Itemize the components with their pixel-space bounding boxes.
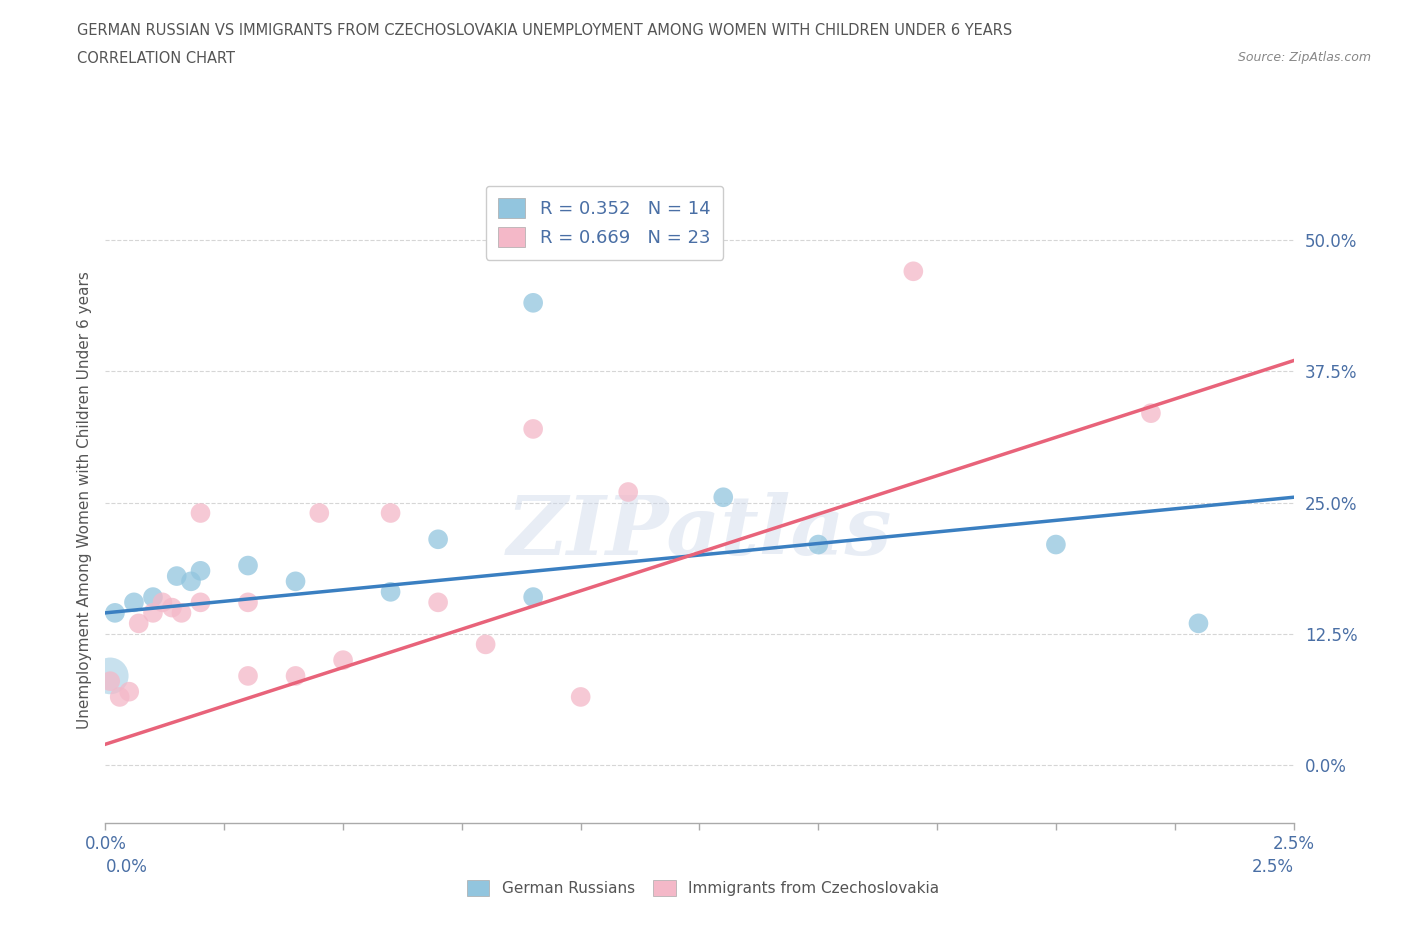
Text: 2.5%: 2.5%	[1251, 857, 1294, 876]
Legend: R = 0.352   N = 14, R = 0.669   N = 23: R = 0.352 N = 14, R = 0.669 N = 23	[485, 186, 723, 259]
Point	[711, 490, 734, 505]
Point	[332, 653, 354, 668]
Point	[1140, 405, 1163, 420]
Point	[236, 595, 259, 610]
Point	[180, 574, 202, 589]
Point	[1045, 538, 1067, 552]
Point	[284, 669, 307, 684]
Text: 0.0%: 0.0%	[105, 857, 148, 876]
Point	[190, 506, 212, 521]
Point	[284, 574, 307, 589]
Point	[427, 532, 450, 547]
Point	[190, 564, 212, 578]
Point	[98, 673, 121, 688]
Point	[380, 584, 402, 599]
Point	[903, 264, 925, 279]
Point	[142, 590, 165, 604]
Point	[104, 605, 127, 620]
Point	[427, 595, 450, 610]
Point	[236, 669, 259, 684]
Point	[1187, 616, 1209, 631]
Point	[522, 296, 544, 311]
Point	[160, 600, 183, 615]
Y-axis label: Unemployment Among Women with Children Under 6 years: Unemployment Among Women with Children U…	[76, 271, 91, 729]
Point	[807, 538, 830, 552]
Point	[170, 605, 193, 620]
Point	[152, 595, 174, 610]
Text: GERMAN RUSSIAN VS IMMIGRANTS FROM CZECHOSLOVAKIA UNEMPLOYMENT AMONG WOMEN WITH C: GERMAN RUSSIAN VS IMMIGRANTS FROM CZECHO…	[77, 23, 1012, 38]
Point	[308, 506, 330, 521]
Legend: German Russians, Immigrants from Czechoslovakia: German Russians, Immigrants from Czechos…	[467, 880, 939, 897]
Point	[122, 595, 145, 610]
Point	[190, 595, 212, 610]
Point	[380, 506, 402, 521]
Point	[617, 485, 640, 499]
Text: ZIPatlas: ZIPatlas	[506, 492, 893, 572]
Point	[108, 689, 131, 704]
Point	[118, 684, 141, 699]
Point	[142, 605, 165, 620]
Point	[98, 669, 121, 684]
Text: Source: ZipAtlas.com: Source: ZipAtlas.com	[1237, 51, 1371, 64]
Point	[474, 637, 496, 652]
Point	[569, 689, 592, 704]
Point	[522, 421, 544, 436]
Text: CORRELATION CHART: CORRELATION CHART	[77, 51, 235, 66]
Point	[166, 568, 188, 583]
Point	[128, 616, 150, 631]
Point	[522, 590, 544, 604]
Point	[236, 558, 259, 573]
